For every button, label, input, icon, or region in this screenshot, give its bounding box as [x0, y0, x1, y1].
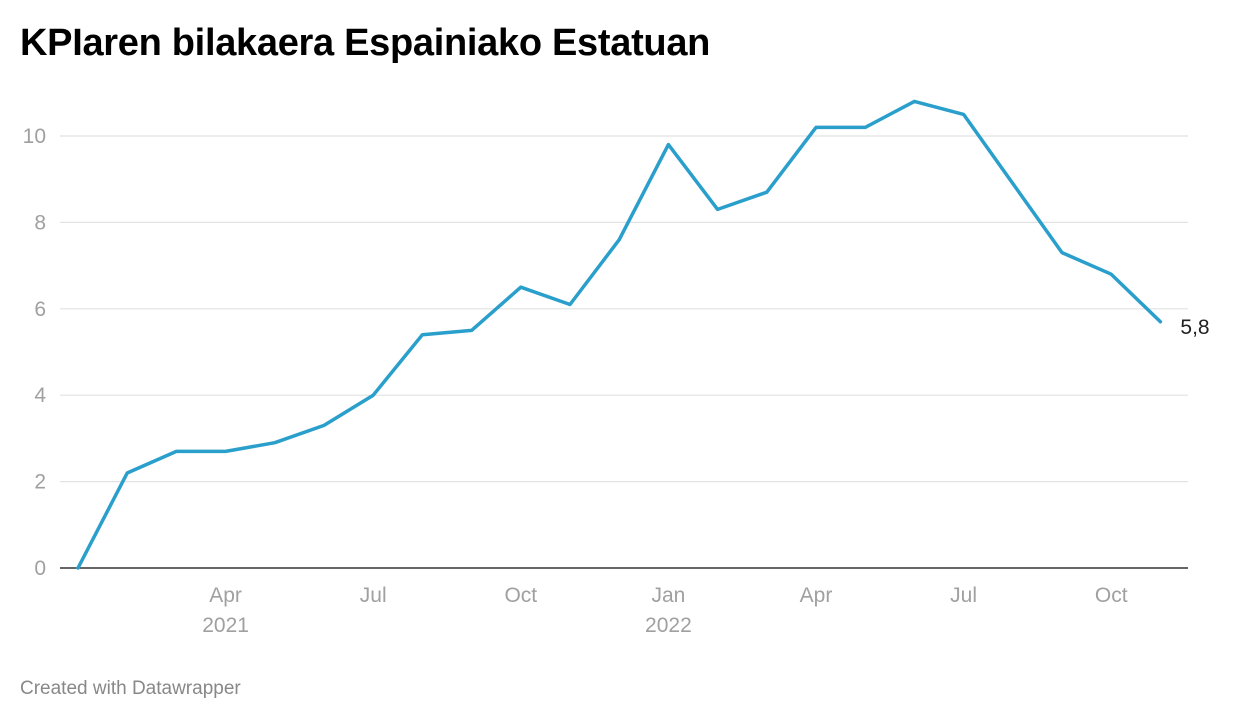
data-point-2021-07 [371, 393, 375, 397]
data-point-2021-09 [470, 328, 474, 332]
data-point-2021-06 [322, 423, 326, 427]
data-point-2021-01 [76, 566, 80, 570]
y-tick-label: 6 [34, 298, 46, 321]
x-tick-label: Apr [209, 584, 242, 607]
data-point-2021-05 [273, 441, 277, 445]
y-tick-label: 2 [34, 471, 46, 494]
data-point-2022-06 [912, 99, 916, 103]
data-point-2021-02 [125, 471, 129, 475]
data-point-2021-08 [420, 333, 424, 337]
y-tick-label: 0 [34, 557, 46, 580]
y-tick-label: 10 [23, 125, 46, 148]
data-point-2022-11 [1158, 320, 1162, 324]
chart-title: KPIaren bilakaera Espainiako Estatuan [20, 22, 711, 64]
footer-credit: Created with Datawrapper [20, 678, 241, 699]
x-tick-label: Jul [950, 584, 977, 607]
x-axis: Apr 2021 Jul Oct Jan 2022 Apr Jul Oct [202, 584, 1127, 637]
x-tick-label: Oct [504, 584, 537, 607]
data-point-2022-02 [716, 207, 720, 211]
data-point-2022-08 [1011, 182, 1015, 186]
x-tick-label: Oct [1095, 584, 1128, 607]
data-point-2021-12 [617, 238, 621, 242]
data-point-2022-03 [765, 190, 769, 194]
data-point-2022-10 [1109, 272, 1113, 276]
gridlines [60, 135, 1188, 483]
x-tick-label: Apr [800, 584, 833, 607]
data-point-2022-09 [1060, 251, 1064, 255]
data-point-2022-07 [962, 112, 966, 116]
x-tick-label: Jan [651, 584, 685, 607]
data-point-2021-10 [519, 285, 523, 289]
x-tick-year-label: 2021 [202, 614, 249, 637]
x-tick-label: Jul [360, 584, 387, 607]
line-chart: 0 2 4 6 8 10 Apr 2021 Jul Oct Jan 2022 Apr Jul Oct 5,… [23, 99, 1210, 637]
series-line [76, 99, 1163, 570]
end-value-label: 5,8 [1180, 316, 1209, 339]
data-point-2021-11 [568, 302, 572, 306]
y-tick-label: 8 [34, 211, 46, 234]
data-point-2021-03 [174, 449, 178, 453]
data-point-2022-05 [863, 125, 867, 129]
y-tick-label: 4 [34, 384, 46, 407]
data-points [76, 99, 1162, 570]
data-point-2022-01 [666, 143, 670, 147]
y-axis: 0 2 4 6 8 10 [23, 125, 47, 580]
data-point-2021-04 [224, 449, 228, 453]
data-point-2022-04 [814, 125, 818, 129]
x-tick-year-label: 2022 [645, 614, 692, 637]
